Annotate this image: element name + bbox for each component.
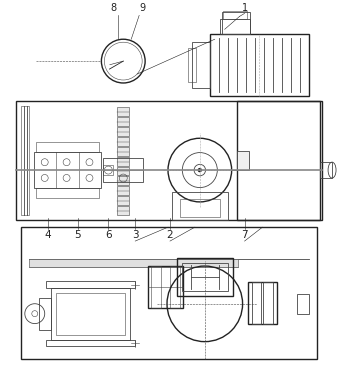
Bar: [117, 107, 129, 116]
Bar: [222, 12, 249, 34]
Bar: [220, 20, 249, 34]
Bar: [263, 282, 273, 324]
Bar: [192, 42, 210, 88]
Bar: [247, 282, 277, 324]
Bar: [36, 142, 99, 152]
Bar: [237, 101, 320, 220]
Bar: [170, 266, 180, 308]
Text: 5: 5: [74, 230, 81, 240]
Bar: [172, 192, 228, 220]
Bar: [117, 206, 129, 215]
Text: 6: 6: [105, 230, 112, 240]
Bar: [103, 158, 143, 182]
Text: 1: 1: [242, 3, 248, 13]
Bar: [297, 294, 309, 314]
Bar: [210, 34, 309, 96]
Text: 7: 7: [241, 230, 248, 240]
Text: 2: 2: [167, 230, 173, 240]
Bar: [188, 48, 196, 82]
Bar: [21, 106, 29, 215]
Bar: [117, 127, 129, 136]
Bar: [148, 266, 183, 308]
Bar: [36, 188, 99, 198]
Text: 4: 4: [44, 230, 51, 240]
Bar: [16, 101, 322, 220]
Bar: [223, 11, 246, 20]
Bar: [251, 282, 262, 324]
Bar: [46, 281, 135, 288]
Bar: [177, 258, 233, 296]
Bar: [117, 117, 129, 126]
Text: 9: 9: [139, 3, 145, 13]
Bar: [39, 298, 51, 330]
Bar: [103, 165, 113, 175]
Bar: [34, 152, 101, 188]
Bar: [117, 147, 129, 156]
Bar: [182, 263, 228, 291]
Bar: [117, 177, 129, 185]
Bar: [117, 196, 129, 205]
Bar: [117, 186, 129, 195]
Text: 3: 3: [132, 230, 139, 240]
Bar: [117, 166, 129, 176]
Bar: [21, 227, 317, 359]
Bar: [56, 293, 125, 334]
Bar: [151, 266, 161, 308]
Circle shape: [198, 169, 201, 172]
Bar: [51, 288, 130, 339]
Bar: [320, 162, 332, 178]
Bar: [117, 156, 129, 165]
Bar: [237, 151, 248, 171]
Text: 8: 8: [110, 3, 116, 13]
Bar: [180, 200, 220, 217]
Bar: [117, 136, 129, 146]
Bar: [29, 259, 238, 267]
Bar: [46, 339, 135, 346]
